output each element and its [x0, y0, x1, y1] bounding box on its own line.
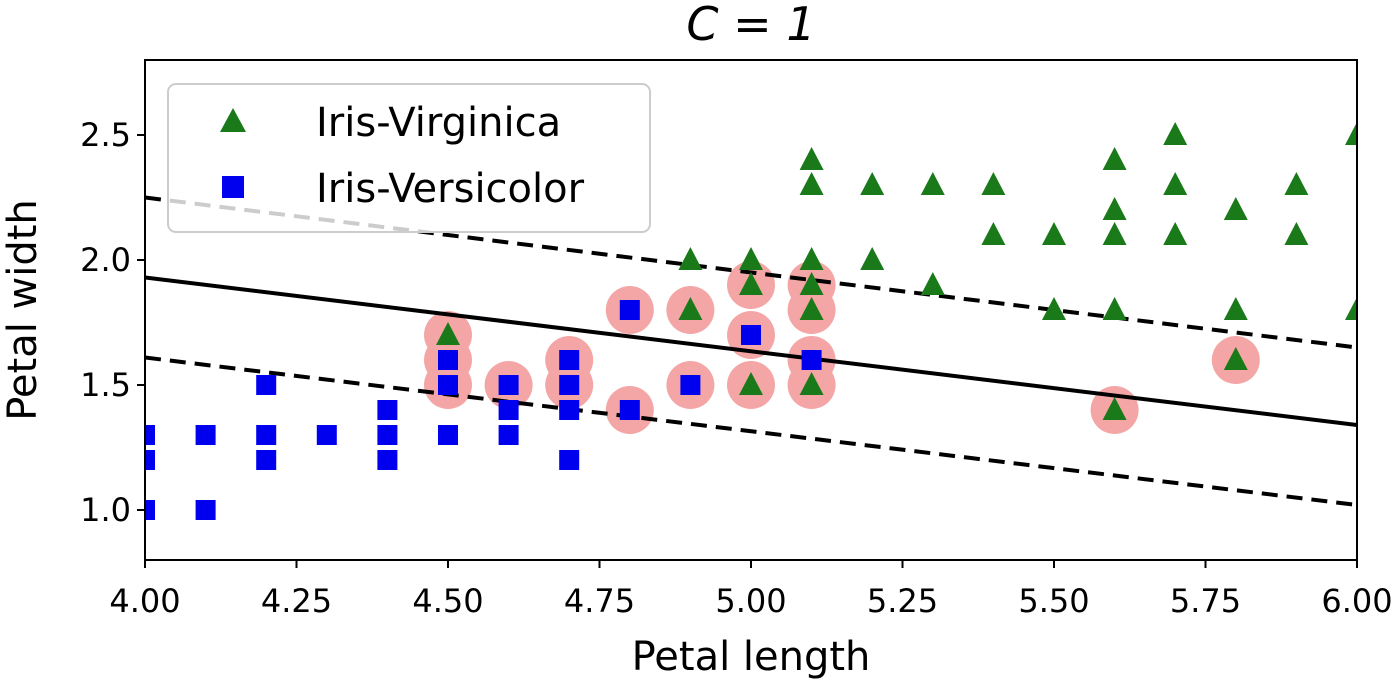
virginica-point [1163, 222, 1188, 245]
virginica-point [1284, 172, 1309, 195]
legend-marker-virginica [220, 108, 246, 132]
virginica-point [739, 247, 763, 270]
versicolor-point [256, 425, 277, 445]
virginica-point [799, 147, 824, 170]
y-tick-label: 2.0 [80, 241, 131, 279]
versicolor-point [377, 425, 398, 445]
versicolor-point [377, 400, 398, 420]
virginica-point [860, 247, 885, 270]
virginica-point [1102, 222, 1127, 245]
versicolor-point [619, 300, 640, 320]
virginica-point [981, 172, 1006, 195]
virginica-point [799, 247, 824, 270]
x-tick-label: 6.00 [1321, 582, 1392, 620]
virginica-point [1042, 222, 1066, 245]
versicolor-point [559, 400, 580, 420]
x-tick-label: 4.00 [109, 582, 180, 620]
x-tick-label: 5.75 [1170, 582, 1241, 620]
virginica-point [739, 372, 763, 395]
versicolor-point [438, 425, 458, 445]
versicolor-point [145, 500, 155, 520]
chart-title: C = 1 [686, 0, 815, 51]
versicolor-point [498, 400, 519, 420]
virginica-point [1345, 122, 1357, 145]
virginica-point [1102, 147, 1127, 170]
versicolor-point [316, 425, 337, 445]
virginica-point [1042, 297, 1066, 320]
y-tick-label: 2.5 [80, 116, 131, 154]
y-tick-label: 1.0 [80, 491, 131, 529]
margin-lower-line [145, 355, 1357, 507]
versicolor-point [195, 425, 216, 445]
versicolor-point [256, 375, 277, 395]
virginica-point [981, 222, 1006, 245]
virginica-point [739, 272, 763, 295]
versicolor-point [438, 375, 458, 395]
versicolor-point [741, 325, 761, 345]
versicolor-point [256, 450, 277, 470]
virginica-point [920, 172, 945, 195]
versicolor-point [498, 375, 519, 395]
virginica-point [1102, 397, 1127, 420]
legend-box [167, 83, 651, 233]
virginica-point [1223, 297, 1248, 320]
versicolor-point [498, 425, 519, 445]
versicolor-point [619, 400, 640, 420]
versicolor-point [559, 350, 580, 370]
virginica-point [436, 322, 460, 345]
versicolor-point [801, 350, 822, 370]
versicolor-point [145, 450, 155, 470]
y-axis-ticks: 1.0 1.5 2.0 2.5 [80, 116, 145, 529]
y-tick-label: 1.5 [80, 366, 131, 404]
x-tick-label: 5.50 [1018, 582, 1089, 620]
virginica-point [799, 372, 824, 395]
virginica-point [1163, 172, 1188, 195]
versicolor-point [438, 350, 458, 370]
virginica-point [1223, 347, 1248, 370]
virginica-point [1163, 122, 1188, 145]
data-points-layer [145, 122, 1357, 520]
virginica-point [860, 172, 885, 195]
legend: Iris-Virginica Iris-Versicolor [167, 83, 651, 233]
versicolor-point [680, 375, 701, 395]
x-tick-label: 5.25 [867, 582, 938, 620]
legend-marker-versicolor [222, 176, 244, 198]
virginica-point [1102, 297, 1127, 320]
virginica-point [799, 272, 824, 295]
virginica-point [678, 297, 703, 320]
x-tick-label: 4.25 [261, 582, 332, 620]
virginica-point [678, 247, 703, 270]
virginica-point [799, 297, 824, 320]
virginica-point [1284, 222, 1309, 245]
legend-label-virginica: Iris-Virginica [316, 100, 561, 146]
y-axis-label: Petal width [0, 199, 46, 421]
versicolor-point [377, 450, 398, 470]
virginica-point [1223, 197, 1248, 220]
virginica-point [1102, 197, 1127, 220]
x-axis-label: Petal length [632, 634, 871, 680]
virginica-point [920, 272, 945, 295]
versicolor-point [559, 450, 580, 470]
versicolor-point [145, 425, 155, 445]
x-tick-label: 4.75 [564, 582, 635, 620]
x-tick-label: 4.50 [412, 582, 483, 620]
virginica-point [1345, 297, 1357, 320]
x-tick-label: 5.00 [715, 582, 786, 620]
versicolor-point [195, 500, 216, 520]
virginica-point [799, 172, 824, 195]
legend-label-versicolor: Iris-Versicolor [316, 166, 585, 212]
versicolor-point [559, 375, 580, 395]
plot-area [144, 59, 1358, 561]
x-axis-ticks: 4.00 4.25 4.50 4.75 5.00 5.25 5.50 5.75 6.00 [109, 560, 1393, 620]
decision-boundary-line [145, 275, 1357, 427]
